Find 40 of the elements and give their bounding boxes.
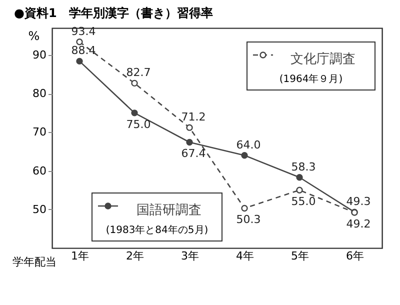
x-tick-label: 3年 [181, 250, 199, 262]
data-label: 93.4 [71, 24, 96, 38]
y-axis-title: % [28, 29, 40, 43]
point [296, 174, 303, 181]
data-label: 71.2 [181, 110, 206, 124]
legend-label: 国語研調査 [136, 203, 202, 218]
annotation: (1964年９月) [279, 73, 343, 85]
data-label: 88.4 [71, 44, 96, 58]
data-label: 64.0 [236, 138, 261, 152]
point [186, 138, 193, 146]
point [186, 124, 193, 131]
data-label: 82.7 [126, 66, 151, 80]
data-label: 75.0 [126, 118, 151, 131]
x-tick-label: 1年 [71, 250, 89, 262]
point [296, 186, 303, 194]
data-label: 55.0 [291, 195, 316, 208]
y-tick-label: 70 [32, 126, 46, 139]
x-tick-label: 6年 [346, 250, 364, 262]
data-label: 49.2 [346, 217, 371, 230]
point [131, 110, 138, 116]
x-tick-label: 4年 [236, 250, 254, 262]
point [241, 152, 248, 159]
y-tick-label: 90 [32, 48, 46, 62]
data-label: 58.3 [291, 160, 316, 174]
annotation: (1983年と84年の5月) [106, 224, 208, 236]
y-tick-label: 60 [32, 164, 46, 178]
point [241, 204, 248, 212]
point [131, 80, 138, 87]
x-tick-label: 5年 [291, 250, 309, 262]
chart-title: ●資料1 学年別漢字（書き）習得率 [14, 6, 213, 20]
point [76, 38, 83, 46]
x-axis-title: 学年配当 [12, 256, 56, 268]
data-label: 50.3 [236, 213, 261, 226]
y-tick-label: 50 [32, 202, 46, 216]
y-tick-label: 80 [32, 87, 46, 100]
data-label: 67.4 [181, 147, 206, 160]
point [76, 58, 83, 65]
legend-label: 文化庁調査 [290, 51, 356, 67]
data-label: 49.3 [346, 195, 371, 208]
x-tick-label: 2年 [126, 250, 144, 262]
